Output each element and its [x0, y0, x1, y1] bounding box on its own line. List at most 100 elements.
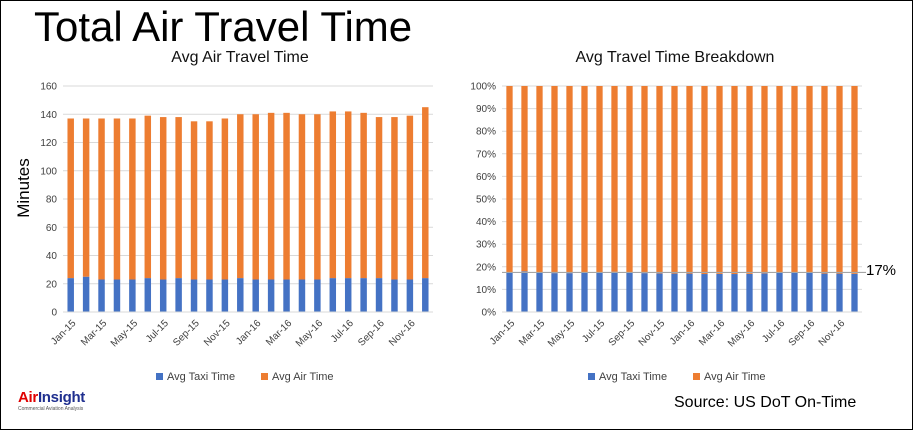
right-chart-y-tick-label: 80%	[476, 127, 496, 138]
left-chart-bar-taxi	[113, 279, 121, 312]
left-chart-legend-label: Avg Air Time	[272, 371, 334, 383]
left-chart-bar-air	[98, 118, 105, 280]
right-chart-x-tick-label: Jul-15	[580, 318, 607, 345]
right-chart-bar-air	[626, 86, 633, 273]
airinsight-logo: AirInsight Commercial Aviation Analysis	[18, 390, 85, 413]
right-chart-bar-air	[821, 86, 828, 274]
right-chart-bar-air	[761, 86, 768, 274]
logo-tagline: Commercial Aviation Analysis	[18, 406, 84, 412]
left-chart-bar-taxi	[344, 278, 352, 312]
left-chart-bar-air	[267, 112, 275, 280]
left-chart-bar-air	[252, 114, 259, 280]
left-chart-bar-taxi	[206, 279, 213, 312]
left-chart-bar-taxi	[406, 279, 414, 312]
right-chart-legend-swatch	[588, 373, 595, 380]
right-chart-x-tick-label: Mar-16	[697, 318, 727, 348]
right-chart-bar-air	[806, 86, 813, 273]
left-chart-bar-air	[129, 118, 136, 280]
reference-line-annotation: 17%	[866, 262, 897, 279]
right-chart-bar-air	[611, 86, 618, 272]
right-chart-bar-air	[551, 86, 558, 274]
right-chart-bar-taxi	[641, 273, 648, 312]
left-chart-bar-taxi	[159, 279, 167, 312]
left-chart-bar-air	[221, 118, 229, 280]
left-chart-bar-taxi	[375, 278, 383, 312]
right-chart-x-tick-label: Jan-15	[488, 318, 518, 348]
left-chart-bar-air	[422, 107, 429, 279]
right-chart-y-tick-label: 70%	[476, 149, 496, 160]
left-chart-bar-air	[175, 117, 182, 279]
right-chart-bar-taxi	[611, 271, 618, 312]
right-chart-bar-taxi	[566, 273, 573, 312]
right-chart-bar-taxi	[716, 273, 723, 312]
left-chart-y-tick-label: 60	[46, 223, 58, 234]
left-chart-bar-taxi	[67, 278, 74, 312]
logo-wordmark: AirInsight	[18, 390, 85, 406]
right-chart-y-tick-label: 20%	[476, 262, 496, 273]
right-chart-x-tick-label: Jan-16	[668, 318, 698, 348]
right-chart-x-tick-label: May-15	[546, 318, 578, 350]
right-chart-x-tick-label: Jul-16	[760, 318, 787, 345]
right-chart-bar-taxi	[821, 273, 828, 312]
left-chart-bar-taxi	[391, 279, 398, 312]
right-chart-bar-air	[671, 86, 678, 274]
left-chart-bar-taxi	[329, 278, 337, 312]
left-chart-bar-taxi	[144, 278, 152, 312]
right-chart-bar-taxi	[686, 273, 693, 312]
right-chart-bar-air	[521, 86, 528, 272]
left-chart-bar-air	[82, 118, 90, 277]
right-chart-bar-taxi	[761, 273, 768, 312]
right-chart-bar-taxi	[806, 272, 813, 312]
left-chart-bar-air	[159, 117, 167, 280]
right-chart-title: Avg Travel Time Breakdown	[575, 49, 775, 66]
right-chart-bar-air	[581, 86, 588, 273]
right-chart-y-tick-label: 10%	[476, 285, 496, 296]
right-chart-bar-taxi	[656, 273, 663, 312]
right-chart-bar-air	[686, 86, 693, 274]
left-chart-title: Avg Air Travel Time	[171, 49, 309, 66]
right-chart-bar-taxi	[701, 274, 708, 312]
left-chart-bar-air	[391, 117, 398, 280]
left-chart-legend-label: Avg Taxi Time	[167, 371, 235, 383]
left-chart-bar-air	[298, 114, 306, 280]
left-chart-y-tick-label: 80	[46, 195, 58, 206]
left-chart-bar-air	[67, 118, 74, 279]
left-chart-bar-air	[283, 112, 290, 280]
right-chart-bar-taxi	[506, 272, 513, 312]
right-chart-bar-air	[596, 86, 603, 273]
left-chart-y-tick-label: 140	[40, 110, 57, 121]
right-chart-bar-taxi	[851, 273, 858, 312]
logo-name-part2: Insight	[37, 389, 85, 406]
left-chart-bar-taxi	[298, 279, 306, 312]
left-chart-y-tick-label: 20	[46, 279, 58, 290]
right-chart-bar-taxi	[836, 273, 843, 312]
left-chart-bar-air	[360, 112, 367, 279]
left-chart-y-tick-label: 100	[40, 166, 57, 177]
right-chart-bar-air	[701, 86, 708, 275]
left-chart-y-tick-label: 120	[40, 138, 57, 149]
left-chart-bar-air	[206, 121, 213, 280]
right-chart-bar-taxi	[791, 272, 798, 312]
left-chart-bar-air	[344, 111, 352, 279]
left-chart-bar-taxi	[252, 279, 259, 312]
left-chart-bar-taxi	[190, 279, 198, 312]
left-chart-bar-air	[190, 121, 198, 280]
right-chart-bar-air	[566, 86, 573, 274]
right-chart-bar-taxi	[776, 272, 783, 312]
left-chart-bar-taxi	[360, 278, 367, 312]
right-chart-bar-air	[746, 86, 753, 274]
left-chart-bar-taxi	[129, 279, 136, 312]
right-chart-y-tick-label: 60%	[476, 172, 496, 183]
right-chart-bar-taxi	[536, 272, 543, 312]
left-chart-bar-air	[406, 115, 414, 280]
right-chart-bar-air	[506, 86, 513, 273]
right-chart-bar-taxi	[581, 272, 588, 312]
right-chart-bar-air	[536, 86, 543, 273]
left-chart-bar-air	[314, 114, 321, 280]
right-chart-bar-taxi	[731, 274, 738, 312]
left-chart-bar-air	[329, 111, 337, 279]
left-chart-bar-taxi	[314, 279, 321, 312]
left-chart-bar-taxi	[175, 278, 182, 312]
left-chart-bar-taxi	[221, 279, 229, 312]
left-chart-bar-taxi	[82, 276, 90, 312]
